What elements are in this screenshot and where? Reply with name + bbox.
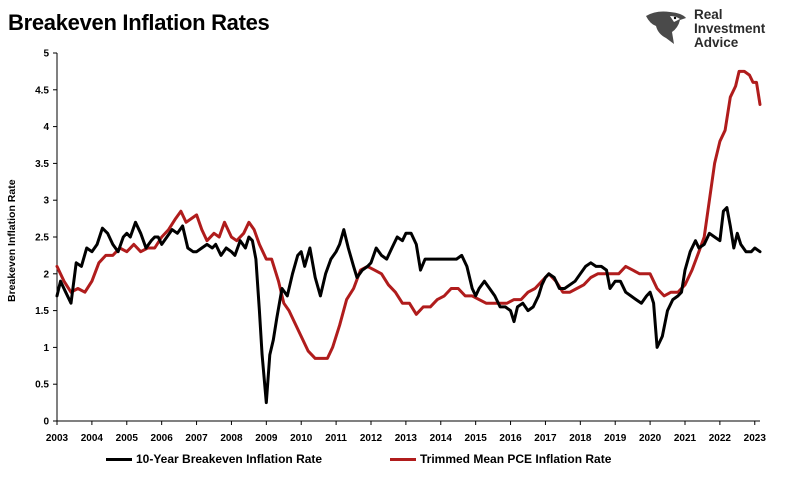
x-tick-label: 2015 (465, 433, 488, 444)
legend-swatch-10yr (106, 457, 132, 461)
x-tick-label: 2023 (744, 433, 767, 444)
x-tick-labels: 2003 2004 2005 2006 2007 2008 2009 2010 2011 2012… (46, 421, 766, 444)
legend-swatch-pce (390, 457, 416, 461)
y-tick-label: 1 (43, 343, 49, 354)
y-tick-label: 1.5 (35, 306, 49, 317)
legend-item-pce: Trimmed Mean PCE Inflation Rate (390, 452, 611, 466)
logo-line1: Real (694, 7, 723, 22)
x-tick-label: 2008 (220, 433, 243, 444)
x-tick-label: 2011 (325, 433, 347, 444)
x-tick-label: 2020 (639, 433, 662, 444)
x-tick-label: 2021 (674, 433, 697, 444)
logo-line2: Investment (694, 21, 766, 36)
chart-title: Breakeven Inflation Rates (8, 10, 270, 35)
x-tick-label: 2017 (534, 433, 557, 444)
y-tick-label: 3 (43, 196, 49, 207)
x-tick-label: 2007 (185, 433, 208, 444)
x-tick-label: 2012 (360, 433, 383, 444)
x-tick-label: 2022 (709, 433, 732, 444)
legend-label-10yr: 10-Year Breakeven Inflation Rate (136, 452, 323, 466)
series-line-trimmed-mean-pce (55, 69, 762, 360)
eagle-icon (646, 11, 686, 44)
x-tick-label: 2019 (604, 433, 627, 444)
x-tick-label: 2010 (290, 433, 313, 444)
x-tick-label: 2006 (151, 433, 174, 444)
y-tick-label: 2.5 (35, 233, 49, 244)
y-tick-label: 0.5 (35, 380, 49, 391)
legend-label-pce: Trimmed Mean PCE Inflation Rate (420, 452, 612, 466)
y-tick-label: 3.5 (35, 159, 49, 170)
series-lines (55, 69, 762, 405)
y-tick-label: 4 (43, 122, 49, 133)
x-tick-label: 2005 (116, 433, 139, 444)
x-tick-label: 2004 (81, 433, 104, 444)
x-tick-label: 2016 (499, 433, 522, 444)
y-tick-label: 4.5 (35, 85, 49, 96)
y-tick-label: 0 (43, 417, 49, 428)
y-tick-label: 5 (43, 49, 49, 60)
x-tick-label: 2018 (569, 433, 592, 444)
x-tick-label: 2014 (430, 433, 453, 444)
x-tick-label: 2009 (255, 433, 278, 444)
y-tick-labels: 0 0.5 1 1.5 2 2.5 3 3.5 4 4.5 5 (35, 49, 57, 428)
x-tick-label: 2003 (46, 433, 69, 444)
legend-item-10yr: 10-Year Breakeven Inflation Rate (106, 452, 322, 466)
series-line-10yr-breakeven (55, 206, 762, 405)
y-tick-label: 2 (43, 269, 49, 280)
brand-logo: Real Investment Advice (644, 6, 784, 50)
x-tick-label: 2013 (395, 433, 418, 444)
logo-line3: Advice (694, 35, 739, 50)
legend: 10-Year Breakeven Inflation Rate Trimmed… (0, 452, 792, 470)
